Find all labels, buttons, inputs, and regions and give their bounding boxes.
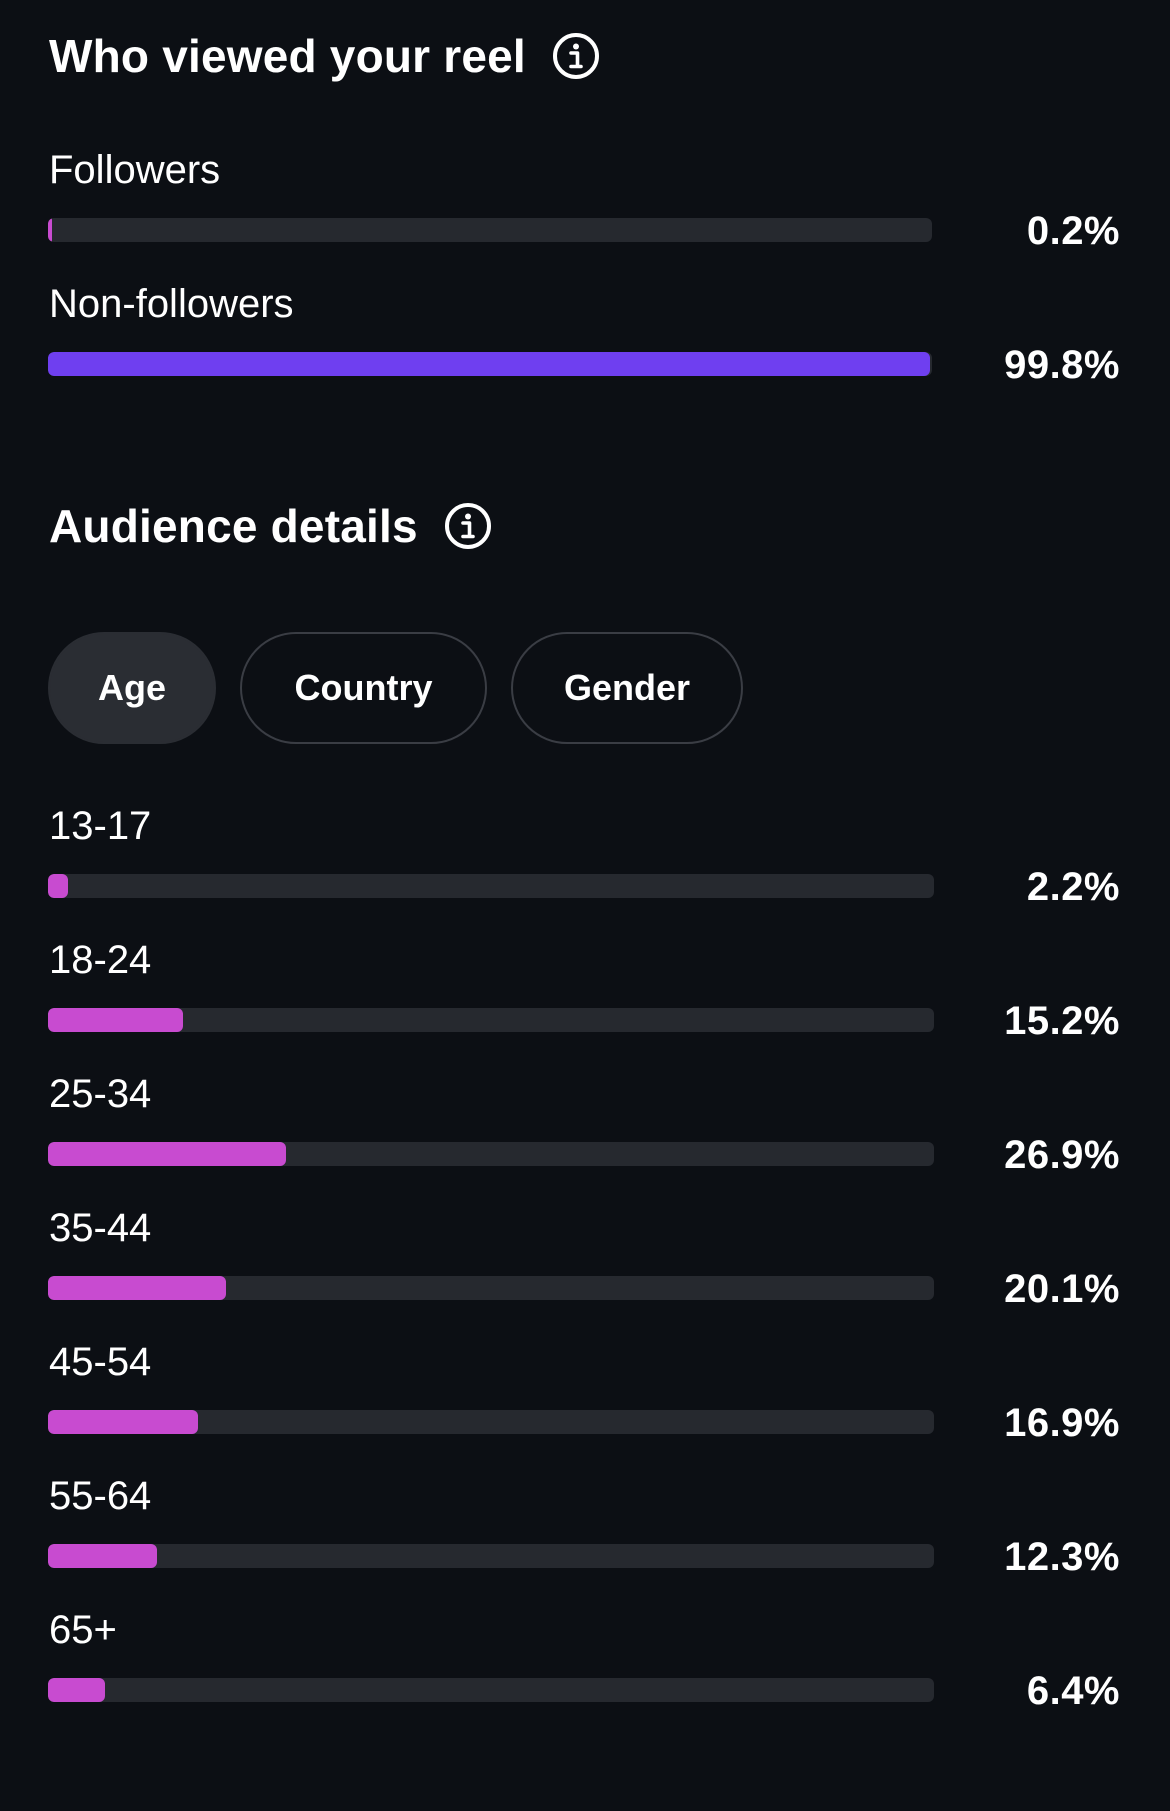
age-bar-track-65plus [48, 1678, 934, 1702]
tab-country[interactable]: Country [240, 632, 487, 744]
nonfollowers-bar-track [48, 352, 932, 376]
age-bar-fill-25-34 [48, 1142, 287, 1166]
age-bar-fill-45-54 [48, 1410, 198, 1434]
followers-label: Followers [49, 148, 221, 192]
age-label-18-24: 18-24 [49, 938, 152, 982]
nonfollowers-bar-fill [48, 352, 931, 376]
age-percentage-65plus: 6.4% [1026, 1669, 1120, 1713]
info-circle-icon[interactable] [552, 32, 600, 80]
age-bar-track-25-34 [48, 1142, 934, 1166]
tab-gender[interactable]: Gender [511, 632, 743, 744]
info-circle-icon[interactable] [444, 502, 492, 550]
nonfollowers-label: Non-followers [49, 282, 294, 326]
age-bar-track-35-44 [48, 1276, 934, 1300]
audience-section-title: Audience details [49, 502, 492, 550]
age-label-35-44: 35-44 [49, 1206, 152, 1250]
tab-age[interactable]: Age [48, 632, 216, 744]
age-label-25-34: 25-34 [49, 1072, 152, 1116]
age-bar-fill-35-44 [48, 1276, 227, 1300]
followers-percentage: 0.2% [1026, 209, 1120, 253]
age-label-45-54: 45-54 [49, 1340, 152, 1384]
age-percentage-45-54: 16.9% [1004, 1401, 1120, 1445]
age-bar-track-55-64 [48, 1544, 934, 1568]
age-bar-track-18-24 [48, 1008, 934, 1032]
age-label-13-17: 13-17 [49, 804, 152, 848]
age-percentage-13-17: 2.2% [1026, 865, 1120, 909]
age-bar-fill-55-64 [48, 1544, 157, 1568]
followers-bar-track [48, 218, 932, 242]
viewers-title-text: Who viewed your reel [49, 30, 526, 82]
audience-title-text: Audience details [49, 500, 418, 552]
age-bar-fill-18-24 [48, 1008, 183, 1032]
age-percentage-55-64: 12.3% [1004, 1535, 1120, 1579]
nonfollowers-percentage: 99.8% [1004, 343, 1120, 387]
age-bar-track-45-54 [48, 1410, 934, 1434]
age-percentage-35-44: 20.1% [1004, 1267, 1120, 1311]
age-label-65plus: 65+ [49, 1608, 117, 1652]
audience-filter-tabs: Age Country Gender [48, 632, 743, 744]
viewers-section-title: Who viewed your reel [49, 32, 600, 80]
age-bar-track-13-17 [48, 874, 934, 898]
age-bar-fill-65plus [48, 1678, 105, 1702]
age-percentage-25-34: 26.9% [1004, 1133, 1120, 1177]
followers-bar-fill [48, 218, 52, 242]
age-label-55-64: 55-64 [49, 1474, 152, 1518]
age-percentage-18-24: 15.2% [1004, 999, 1120, 1043]
age-bar-fill-13-17 [48, 874, 68, 898]
